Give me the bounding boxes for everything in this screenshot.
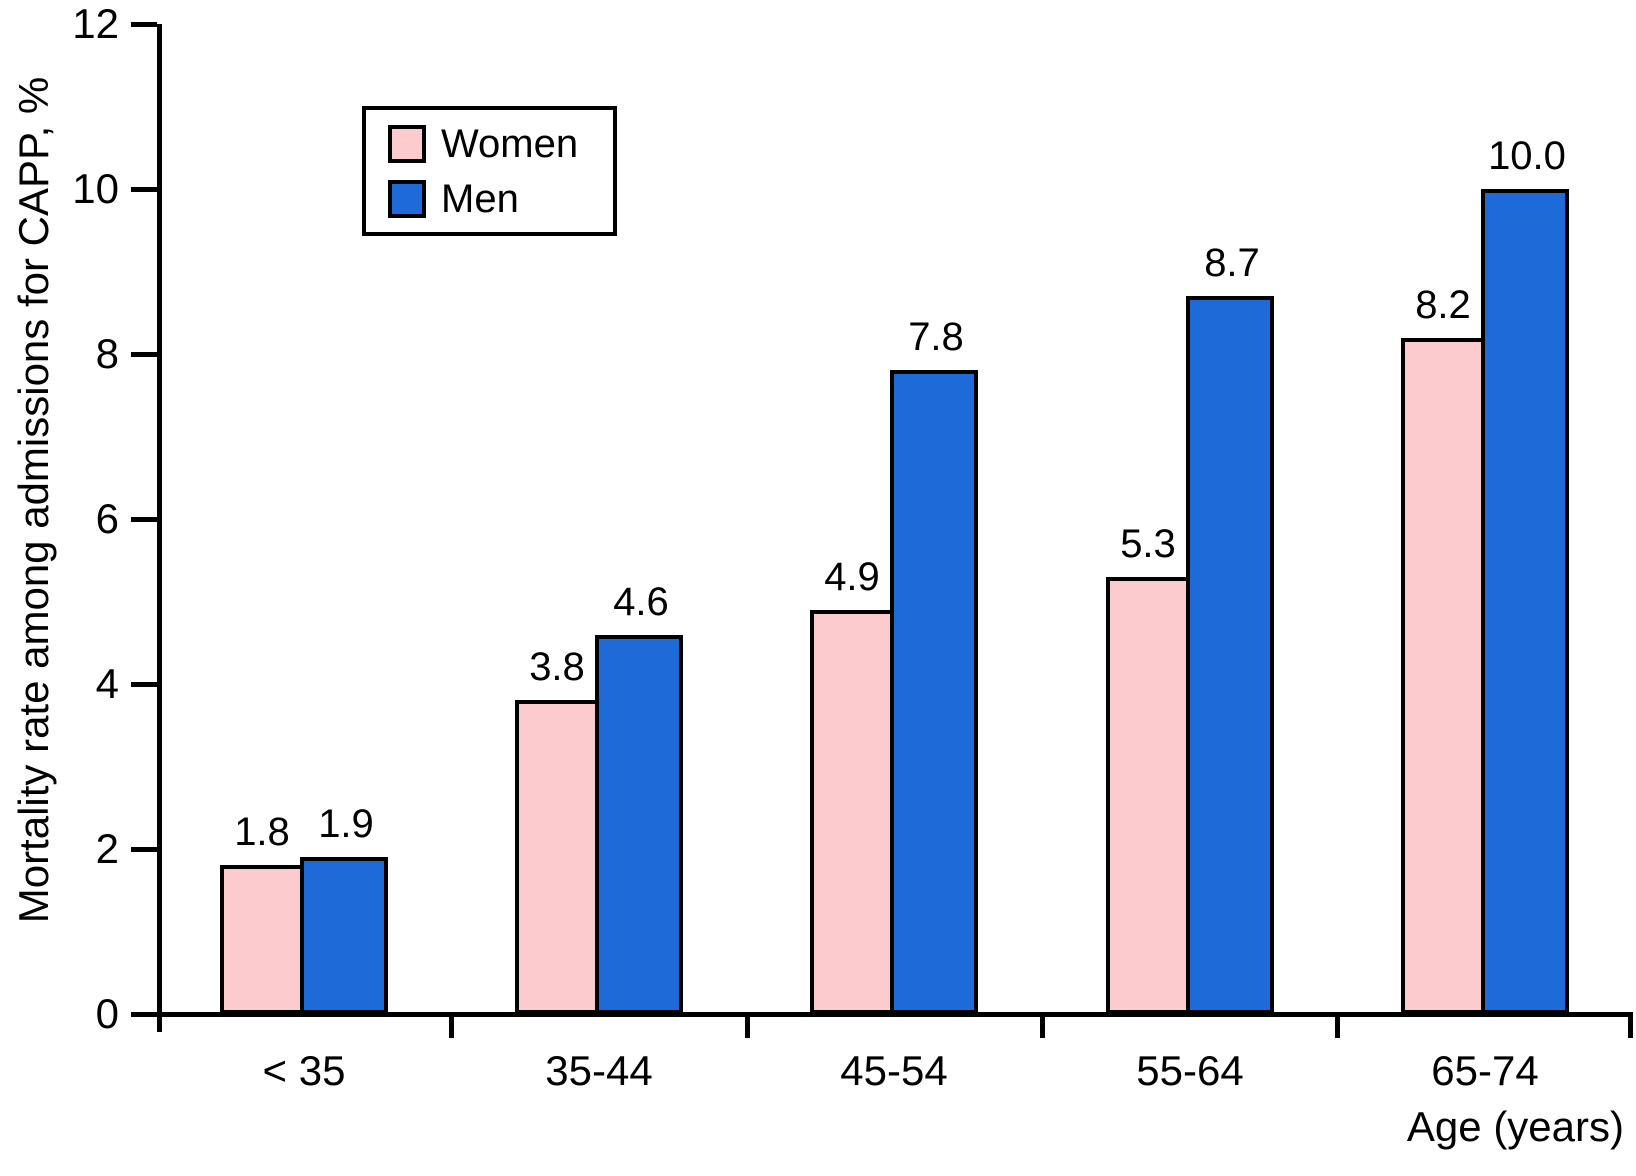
x-tick-label: 65-74: [1431, 1047, 1539, 1094]
y-tick-label: 6: [95, 495, 119, 542]
x-tick: [1628, 1014, 1633, 1038]
x-tick: [1040, 1014, 1045, 1038]
value-label: 8.2: [1415, 283, 1471, 327]
y-tick: [131, 187, 157, 192]
legend-label: Men: [441, 176, 519, 221]
y-tick: [131, 1012, 157, 1017]
legend-swatch-men: [388, 179, 426, 218]
bar-women-4: [1106, 577, 1190, 1014]
bar-men-4: [1186, 296, 1274, 1014]
y-tick-label: 0: [95, 990, 119, 1037]
value-label: 1.9: [318, 802, 374, 846]
bar-men-5: [1481, 189, 1569, 1014]
x-tick: [1335, 1014, 1340, 1038]
bar-women-3: [810, 610, 894, 1014]
y-tick-label: 2: [95, 825, 119, 872]
value-label: 5.3: [1120, 522, 1176, 566]
bar-women-5: [1401, 338, 1485, 1014]
x-tick: [449, 1014, 454, 1038]
y-tick: [131, 517, 157, 522]
x-tick-label: 45-54: [840, 1047, 948, 1094]
y-axis: [157, 24, 162, 1032]
bar-women-2: [515, 700, 599, 1014]
legend-entry-men: Men: [388, 178, 613, 220]
y-tick-label: 12: [72, 0, 119, 47]
y-tick-label: 10: [72, 165, 119, 212]
bar-women-1: [220, 865, 304, 1014]
y-tick: [131, 847, 157, 852]
x-tick-label: 35-44: [545, 1047, 653, 1094]
legend-label: Women: [441, 121, 579, 166]
x-tick-label: < 35: [262, 1047, 346, 1094]
value-label: 8.7: [1204, 241, 1260, 285]
legend-swatch-women: [388, 124, 426, 163]
x-tick-label: 55-64: [1136, 1047, 1244, 1094]
bar-men-2: [595, 635, 683, 1014]
value-label: 10.0: [1488, 134, 1566, 178]
bar-men-3: [890, 370, 978, 1014]
value-label: 4.9: [824, 555, 880, 599]
x-tick: [745, 1014, 750, 1038]
y-tick: [131, 22, 157, 27]
x-axis-title: Age (years): [1406, 1103, 1624, 1150]
value-label: 4.6: [613, 580, 669, 624]
y-tick-label: 4: [95, 660, 119, 707]
y-tick: [131, 682, 157, 687]
bar-men-1: [300, 857, 388, 1014]
x-axis: [157, 1012, 1633, 1017]
legend: Women Men: [362, 106, 617, 236]
legend-entry-women: Women: [388, 123, 613, 165]
value-label: 3.8: [529, 645, 585, 689]
value-label: 1.8: [234, 810, 290, 854]
value-label: 7.8: [908, 315, 964, 359]
y-tick-label: 8: [95, 330, 119, 377]
y-tick: [131, 352, 157, 357]
